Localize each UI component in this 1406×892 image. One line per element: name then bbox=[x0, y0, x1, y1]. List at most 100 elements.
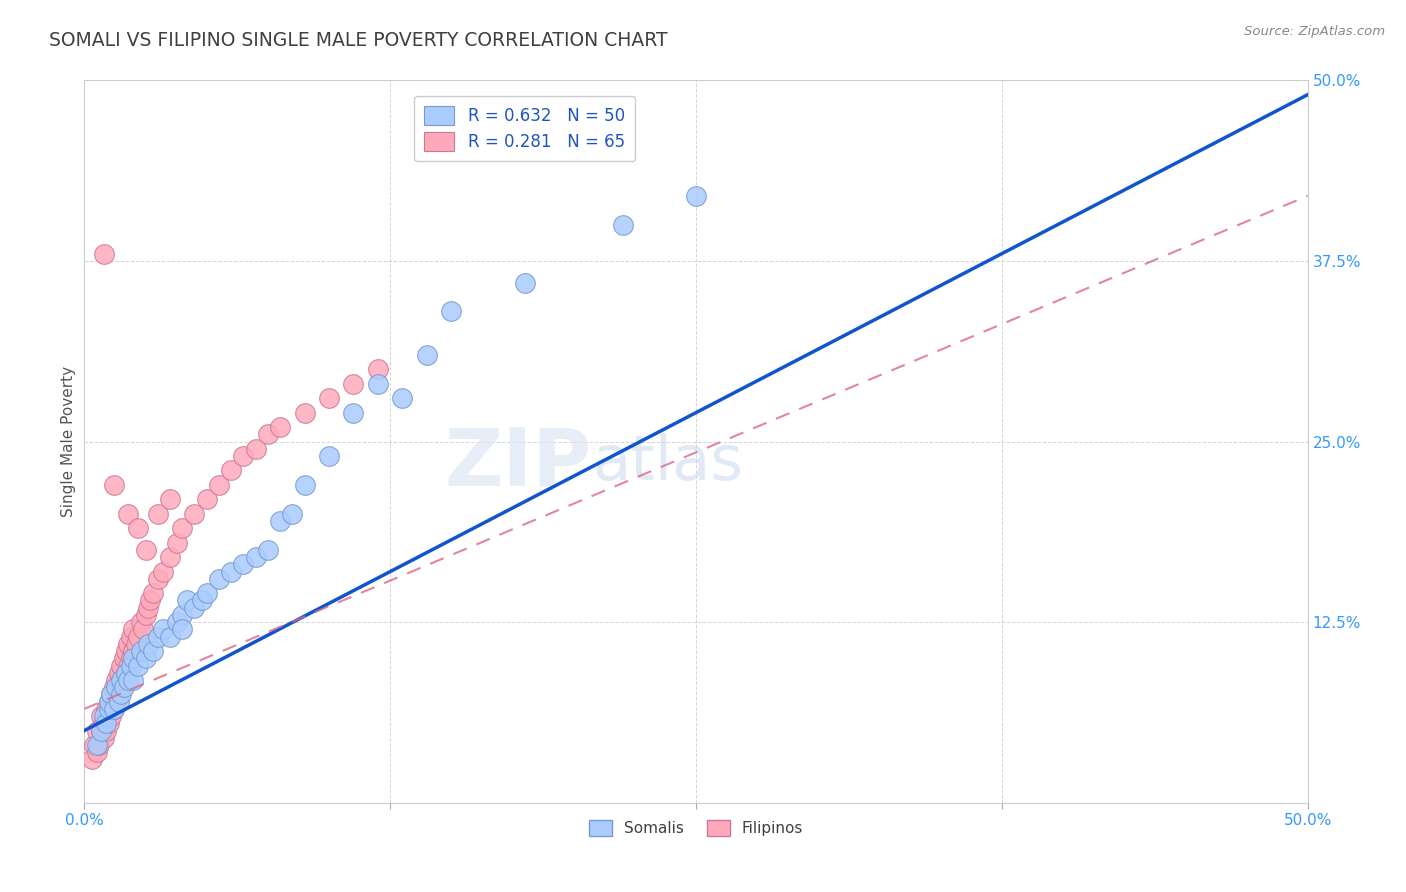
Point bbox=[112, 680, 135, 694]
Point bbox=[112, 673, 135, 687]
Point bbox=[183, 507, 205, 521]
Point bbox=[513, 276, 536, 290]
Point bbox=[440, 304, 463, 318]
Point bbox=[159, 630, 181, 644]
Point bbox=[142, 586, 165, 600]
Point bbox=[219, 463, 242, 477]
Point bbox=[110, 687, 132, 701]
Point bbox=[93, 716, 115, 731]
Point bbox=[176, 593, 198, 607]
Text: SOMALI VS FILIPINO SINGLE MALE POVERTY CORRELATION CHART: SOMALI VS FILIPINO SINGLE MALE POVERTY C… bbox=[49, 31, 668, 50]
Point bbox=[80, 752, 103, 766]
Point bbox=[318, 391, 340, 405]
Point bbox=[117, 637, 139, 651]
Point bbox=[110, 658, 132, 673]
Point bbox=[107, 665, 129, 680]
Point bbox=[100, 709, 122, 723]
Point bbox=[135, 607, 157, 622]
Point bbox=[135, 651, 157, 665]
Point bbox=[86, 745, 108, 759]
Point bbox=[93, 246, 115, 260]
Point bbox=[110, 680, 132, 694]
Point bbox=[120, 651, 142, 665]
Point bbox=[685, 189, 707, 203]
Point bbox=[127, 521, 149, 535]
Point bbox=[269, 420, 291, 434]
Point bbox=[83, 738, 105, 752]
Point bbox=[97, 716, 120, 731]
Point bbox=[122, 651, 145, 665]
Point bbox=[97, 702, 120, 716]
Point bbox=[100, 687, 122, 701]
Point bbox=[318, 449, 340, 463]
Point bbox=[103, 702, 125, 716]
Point bbox=[125, 637, 148, 651]
Point bbox=[294, 406, 316, 420]
Point bbox=[96, 723, 118, 738]
Point bbox=[96, 716, 118, 731]
Point bbox=[120, 630, 142, 644]
Point bbox=[93, 709, 115, 723]
Point bbox=[129, 615, 152, 630]
Text: Source: ZipAtlas.com: Source: ZipAtlas.com bbox=[1244, 25, 1385, 38]
Point bbox=[132, 623, 155, 637]
Point bbox=[117, 658, 139, 673]
Point bbox=[97, 695, 120, 709]
Point bbox=[90, 723, 112, 738]
Point bbox=[159, 492, 181, 507]
Point bbox=[146, 630, 169, 644]
Point bbox=[142, 644, 165, 658]
Point bbox=[166, 535, 188, 549]
Point bbox=[127, 630, 149, 644]
Point bbox=[136, 637, 159, 651]
Point bbox=[172, 607, 194, 622]
Point bbox=[191, 593, 214, 607]
Point bbox=[232, 558, 254, 572]
Point bbox=[122, 623, 145, 637]
Point bbox=[183, 600, 205, 615]
Point bbox=[232, 449, 254, 463]
Point bbox=[152, 623, 174, 637]
Point bbox=[208, 478, 231, 492]
Point bbox=[90, 709, 112, 723]
Point bbox=[103, 680, 125, 694]
Point bbox=[115, 644, 138, 658]
Point bbox=[342, 376, 364, 391]
Point bbox=[135, 542, 157, 557]
Point bbox=[146, 572, 169, 586]
Point bbox=[90, 723, 112, 738]
Point bbox=[342, 406, 364, 420]
Point bbox=[96, 702, 118, 716]
Y-axis label: Single Male Poverty: Single Male Poverty bbox=[60, 366, 76, 517]
Point bbox=[208, 572, 231, 586]
Point bbox=[115, 665, 138, 680]
Point bbox=[416, 348, 439, 362]
Point bbox=[103, 702, 125, 716]
Point bbox=[257, 542, 280, 557]
Point bbox=[122, 673, 145, 687]
Point bbox=[367, 376, 389, 391]
Point bbox=[172, 623, 194, 637]
Point bbox=[93, 731, 115, 745]
Point bbox=[195, 586, 218, 600]
Text: atlas: atlas bbox=[592, 434, 742, 493]
Point bbox=[105, 673, 128, 687]
Point bbox=[112, 651, 135, 665]
Point bbox=[269, 514, 291, 528]
Point bbox=[110, 673, 132, 687]
Point bbox=[107, 687, 129, 701]
Legend: Somalis, Filipinos: Somalis, Filipinos bbox=[582, 814, 810, 842]
Point bbox=[294, 478, 316, 492]
Point bbox=[391, 391, 413, 405]
Point bbox=[103, 478, 125, 492]
Point bbox=[107, 695, 129, 709]
Point bbox=[245, 442, 267, 456]
Point bbox=[257, 427, 280, 442]
Point bbox=[117, 507, 139, 521]
Point bbox=[146, 507, 169, 521]
Point bbox=[139, 593, 162, 607]
Point bbox=[281, 507, 304, 521]
Point bbox=[105, 695, 128, 709]
Point bbox=[367, 362, 389, 376]
Point bbox=[120, 658, 142, 673]
